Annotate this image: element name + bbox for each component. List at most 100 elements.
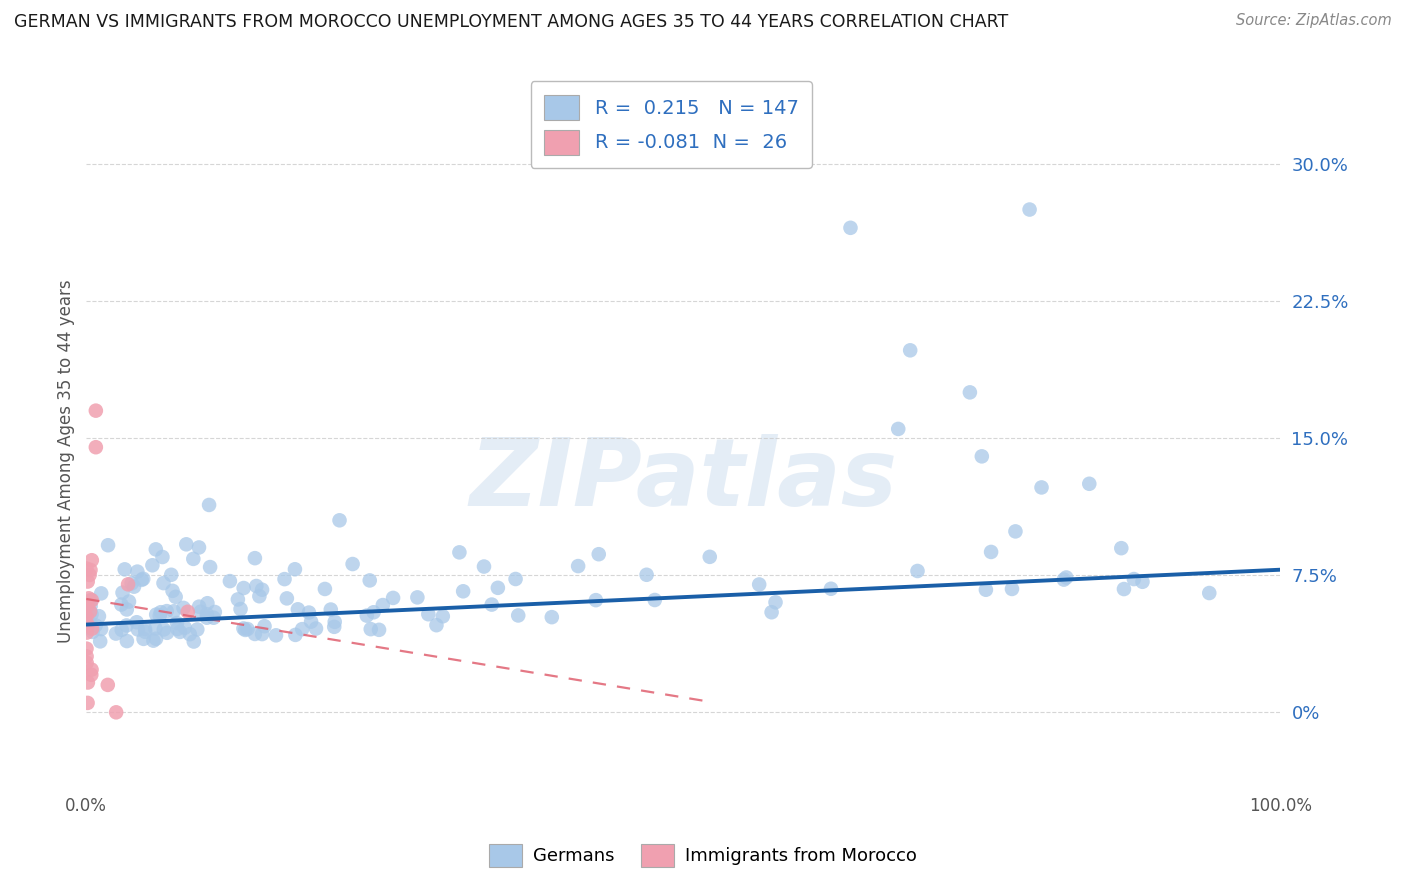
Point xyxy=(77,591,100,606)
Point xyxy=(481,598,503,612)
Point xyxy=(1132,574,1154,589)
Point xyxy=(142,633,165,648)
Point xyxy=(115,618,138,632)
Point xyxy=(359,574,381,588)
Point xyxy=(160,567,183,582)
Point xyxy=(190,605,212,619)
Point xyxy=(486,581,509,595)
Point xyxy=(121,576,143,591)
Point xyxy=(253,619,276,633)
Point xyxy=(1054,570,1077,584)
Point xyxy=(76,641,98,656)
Point xyxy=(1198,586,1220,600)
Point xyxy=(699,549,721,564)
Point xyxy=(276,591,298,606)
Point xyxy=(97,538,120,552)
Point xyxy=(76,599,98,613)
Point xyxy=(80,618,103,632)
Point xyxy=(76,625,98,640)
Point xyxy=(974,582,997,597)
Point xyxy=(89,634,111,648)
Point xyxy=(406,591,429,605)
Point xyxy=(195,607,218,622)
Point xyxy=(127,565,149,579)
Point xyxy=(198,560,221,574)
Point xyxy=(172,600,194,615)
Point xyxy=(472,559,495,574)
Point xyxy=(284,628,307,642)
Point xyxy=(166,615,188,630)
Point xyxy=(125,615,148,630)
Point xyxy=(145,542,167,557)
Point xyxy=(188,541,211,555)
Point xyxy=(104,626,127,640)
Point xyxy=(179,627,201,641)
Point xyxy=(328,513,350,527)
Point xyxy=(195,611,218,625)
Point xyxy=(152,576,174,591)
Point xyxy=(1111,541,1133,556)
Point xyxy=(273,572,295,586)
Point xyxy=(79,568,101,582)
Point xyxy=(145,622,167,636)
Point xyxy=(644,593,666,607)
Point xyxy=(1031,480,1053,494)
Point xyxy=(80,622,103,636)
Point xyxy=(156,625,179,640)
Point xyxy=(233,623,256,637)
Point xyxy=(145,632,167,646)
Point xyxy=(80,607,103,622)
Point xyxy=(90,586,112,600)
Point xyxy=(305,622,328,636)
Point xyxy=(245,579,267,593)
Point xyxy=(314,582,336,596)
Point xyxy=(111,623,134,637)
Point xyxy=(162,583,184,598)
Point xyxy=(1001,582,1024,596)
Point xyxy=(134,622,156,636)
Point xyxy=(451,584,474,599)
Point xyxy=(508,608,530,623)
Point xyxy=(284,562,307,576)
Point xyxy=(356,608,378,623)
Point xyxy=(1004,524,1026,539)
Point xyxy=(319,602,342,616)
Point xyxy=(75,609,97,624)
Point xyxy=(748,577,770,591)
Point xyxy=(371,598,394,612)
Point xyxy=(243,627,266,641)
Point xyxy=(232,581,254,595)
Point xyxy=(84,618,107,632)
Point xyxy=(79,599,101,613)
Point xyxy=(567,559,589,574)
Point xyxy=(299,615,322,629)
Point xyxy=(82,624,104,639)
Point xyxy=(298,606,321,620)
Point xyxy=(232,622,254,636)
Point xyxy=(105,706,128,720)
Point xyxy=(226,592,249,607)
Point xyxy=(898,343,921,358)
Point xyxy=(152,549,174,564)
Point xyxy=(111,585,134,599)
Point xyxy=(585,593,607,607)
Point xyxy=(183,634,205,648)
Point xyxy=(197,596,219,610)
Point xyxy=(247,589,270,603)
Point xyxy=(76,696,98,710)
Point xyxy=(449,545,471,559)
Point xyxy=(141,558,163,573)
Point xyxy=(115,634,138,648)
Point xyxy=(204,605,226,619)
Point xyxy=(219,574,242,588)
Point xyxy=(1122,572,1144,586)
Point xyxy=(1053,573,1076,587)
Point xyxy=(1078,476,1101,491)
Point xyxy=(264,628,287,642)
Point xyxy=(79,563,101,577)
Point xyxy=(291,622,314,636)
Point xyxy=(342,557,364,571)
Point xyxy=(368,623,391,637)
Point xyxy=(97,678,120,692)
Point xyxy=(363,605,385,619)
